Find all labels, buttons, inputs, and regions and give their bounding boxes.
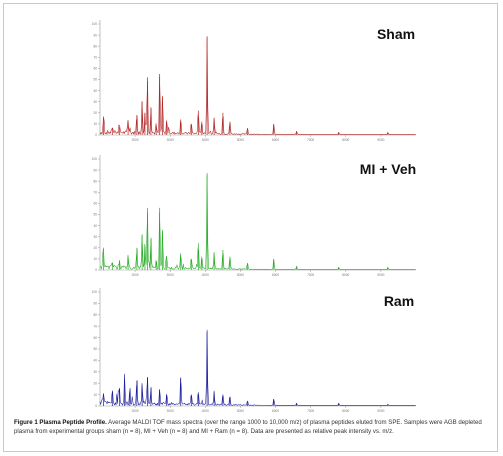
y-tick-label: 50 [93,213,97,217]
y-tick-label: 40 [93,89,97,93]
y-tick-label: 60 [93,202,97,206]
y-tick-label: 70 [93,56,97,60]
y-tick-label: 30 [93,100,97,104]
spectrum-panel-2: 0 10 20 30 40 50 60 70 80 90 100 2000 3000 4000 5000 60… [92,155,416,277]
x-tick-label: 6000 [272,409,279,413]
y-tick-label: 60 [93,67,97,71]
y-tick-label: 60 [93,336,97,340]
x-tick-label: 4000 [202,138,209,142]
x-tick-label: 5000 [237,409,244,413]
y-tick-label: 0 [95,268,97,272]
x-tick-label: 9000 [377,273,384,277]
y-tick-label: 100 [92,290,98,294]
x-tick-label: 2000 [132,273,139,277]
x-tick-label: 9000 [377,138,384,142]
y-tick-label: 50 [93,78,97,82]
y-tick-label: 80 [93,313,97,317]
y-tick-label: 40 [93,224,97,228]
x-tick-label: 7000 [307,138,314,142]
panel-label: Sham [377,26,415,42]
x-tick-label: 4000 [202,409,209,413]
x-tick-label: 8000 [342,273,349,277]
y-tick-label: 10 [93,393,97,397]
y-tick-label: 0 [95,404,97,408]
x-tick-label: 3000 [167,409,174,413]
x-tick-label: 7000 [307,273,314,277]
y-tick-label: 0 [95,133,97,137]
x-tick-label: 6000 [272,273,279,277]
y-tick-label: 30 [93,235,97,239]
spectrum-panel-1: 0 10 20 30 40 50 60 70 80 90 100 2000 3000 4000 5000 60… [92,20,416,142]
x-tick-label: 2000 [132,409,139,413]
y-tick-label: 90 [93,168,97,172]
x-tick-label: 2000 [132,138,139,142]
x-tick-label: 8000 [342,138,349,142]
y-tick-label: 20 [93,381,97,385]
spectrum-trace [99,172,416,270]
y-tick-label: 100 [92,22,98,26]
y-tick-label: 20 [93,246,97,250]
x-tick-label: 3000 [167,273,174,277]
y-tick-label: 70 [93,191,97,195]
y-tick-label: 10 [93,257,97,261]
x-tick-label: 9000 [377,409,384,413]
spectrum-trace [99,35,416,135]
panel-label: MI + Veh [360,161,416,177]
y-tick-label: 40 [93,359,97,363]
y-tick-label: 20 [93,111,97,115]
y-tick-label: 50 [93,347,97,351]
figure-caption: Figure 1 Plasma Peptide Profile. Average… [14,418,496,436]
x-tick-label: 3000 [167,138,174,142]
x-tick-label: 4000 [202,273,209,277]
caption-text: Average MALDI TOF mass spectra (over the… [14,419,482,435]
x-tick-label: 7000 [307,409,314,413]
y-tick-label: 90 [93,33,97,37]
spectrum-panel-3: 0 10 20 30 40 50 60 70 80 90 100 2000 3000 4000 5000 60… [92,288,416,413]
y-tick-label: 10 [93,122,97,126]
y-tick-label: 70 [93,324,97,328]
caption-title: Figure 1 Plasma Peptide Profile. [14,419,107,426]
figure-frame: 0 10 20 30 40 50 60 70 80 90 100 2000 3000 4000 5000 60… [3,3,498,452]
y-tick-label: 80 [93,179,97,183]
x-tick-label: 8000 [342,409,349,413]
spectrum-trace [99,329,416,406]
y-tick-label: 30 [93,370,97,374]
x-tick-label: 5000 [237,138,244,142]
x-tick-label: 6000 [272,138,279,142]
y-tick-label: 100 [92,157,98,161]
panel-label: Ram [384,293,414,309]
x-tick-label: 5000 [237,273,244,277]
y-tick-label: 80 [93,44,97,48]
y-tick-label: 90 [93,302,97,306]
